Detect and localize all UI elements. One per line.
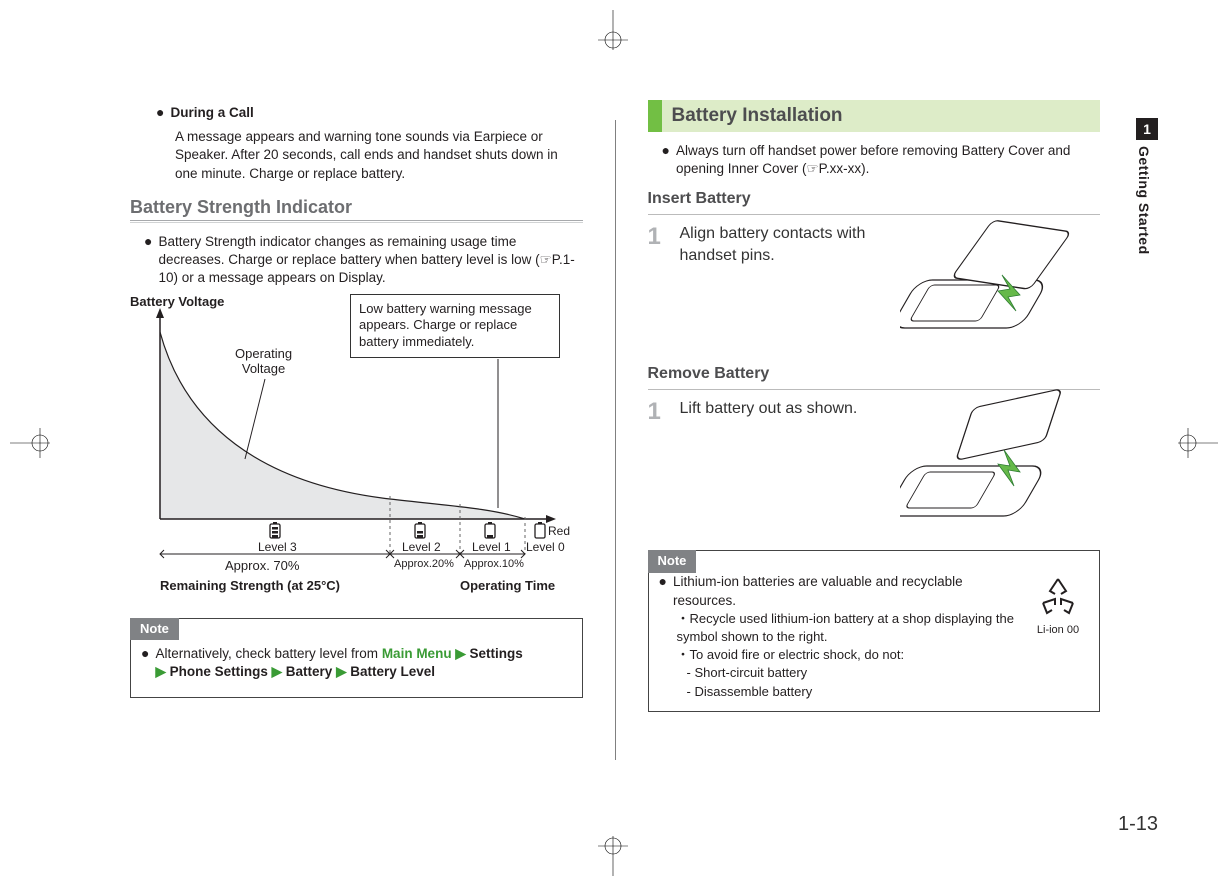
during-call-block: ● During a Call [156, 104, 583, 122]
indicator-rule [130, 220, 583, 223]
note-line1: ● Lithium-ion batteries are valuable and… [659, 573, 1020, 609]
during-call-body: A message appears and warning tone sound… [175, 128, 583, 183]
remove-step: 1 Lift battery out as shown. [648, 398, 1101, 538]
crop-mark-top [598, 10, 628, 60]
recycle-label: Li-ion 00 [1027, 623, 1089, 638]
lvl0-label: Level 0 [526, 540, 565, 554]
arrow-icon: ▶ [272, 664, 286, 679]
menu-level: Battery Level [350, 664, 435, 679]
bullet-icon: ● [144, 233, 152, 288]
note-dash2: - Disassemble battery [687, 683, 1020, 701]
right-column: Battery Installation ● Always turn off h… [648, 100, 1101, 800]
note-dash1: - Short-circuit battery [687, 664, 1020, 682]
x-right-label: Operating Time [460, 578, 555, 593]
section-title: Battery Installation [662, 100, 1101, 132]
menu-battery: Battery [286, 664, 333, 679]
note-sub2: ・To avoid fire or electric shock, do not… [677, 646, 1020, 664]
insert-step-text: Align battery contacts with handset pins… [680, 223, 890, 353]
menu-main: Main Menu [382, 646, 452, 661]
note-tab: Note [648, 550, 697, 572]
arrow-icon: ▶ [336, 664, 350, 679]
insert-illustration [900, 205, 1100, 345]
x-left-label: Remaining Strength (at 25°C) [160, 578, 340, 593]
crop-mark-bottom [598, 826, 628, 876]
left-note-lead: Alternatively, check battery level from [155, 646, 381, 661]
right-top-bullet: ● Always turn off handset power before r… [662, 142, 1101, 178]
low-battery-callout: Low battery warning message appears. Cha… [350, 294, 560, 359]
recycle-icon [1033, 573, 1083, 617]
lvl1-label: Level 1 [472, 540, 511, 554]
column-divider [615, 120, 616, 760]
indicator-heading: Battery Strength Indicator [130, 197, 583, 218]
bullet-icon: ● [662, 142, 670, 178]
operating-voltage-label: Operating Voltage [235, 346, 292, 376]
pct70: Approx. 70% [225, 558, 299, 573]
step-number: 1 [648, 398, 670, 538]
pct10: Approx.10% [464, 558, 524, 570]
arrow-icon: ▶ [455, 646, 469, 661]
page-number: 1-13 [1118, 813, 1158, 836]
during-call-title: During a Call [170, 105, 253, 120]
crop-mark-left [10, 428, 60, 458]
section-accent [648, 100, 662, 132]
right-note-box: Note ● Lithium-ion batteries are valuabl… [648, 550, 1101, 711]
remove-step-text: Lift battery out as shown. [680, 398, 890, 538]
left-note-box: Note ● Alternatively, check battery leve… [130, 618, 583, 698]
remove-illustration [900, 384, 1100, 534]
remove-heading: Remove Battery [648, 365, 1101, 383]
chapter-label: Getting Started [1136, 140, 1152, 255]
bullet-icon: ● [141, 645, 149, 681]
insert-step: 1 Align battery contacts with handset pi… [648, 223, 1101, 353]
indicator-bullet-text: Battery Strength indicator changes as re… [158, 233, 582, 288]
right-top-bullet-text: Always turn off handset power before rem… [676, 142, 1100, 178]
lvl2-label: Level 2 [402, 540, 441, 554]
section-bar: Battery Installation [648, 100, 1101, 132]
note-line1-text: Lithium-ion batteries are valuable and r… [673, 573, 1019, 609]
note-tab: Note [130, 618, 179, 640]
chapter-chip: 1 [1136, 118, 1158, 140]
menu-phone: Phone Settings [170, 664, 268, 679]
arrow-icon: ▶ [155, 664, 169, 679]
lvl3-label: Level 3 [258, 540, 297, 554]
pct20: Approx.20% [394, 558, 454, 570]
note-sub1: ・Recycle used lithium-ion battery at a s… [677, 610, 1020, 646]
battery-chart: Battery Voltage [130, 294, 570, 594]
indicator-bullet: ● Battery Strength indicator changes as … [144, 233, 583, 288]
bullet-icon: ● [659, 573, 667, 609]
recycle-block: Li-ion 00 [1027, 573, 1089, 700]
crop-mark-right [1168, 428, 1218, 458]
left-column: ● During a Call A message appears and wa… [130, 100, 583, 800]
left-note-bullet: ● Alternatively, check battery level fro… [141, 645, 572, 681]
menu-settings: Settings [469, 646, 522, 661]
side-tab: 1 Getting Started [1136, 118, 1158, 255]
bullet-icon: ● [156, 104, 164, 122]
red-label: Red [548, 524, 570, 538]
step-number: 1 [648, 223, 670, 353]
